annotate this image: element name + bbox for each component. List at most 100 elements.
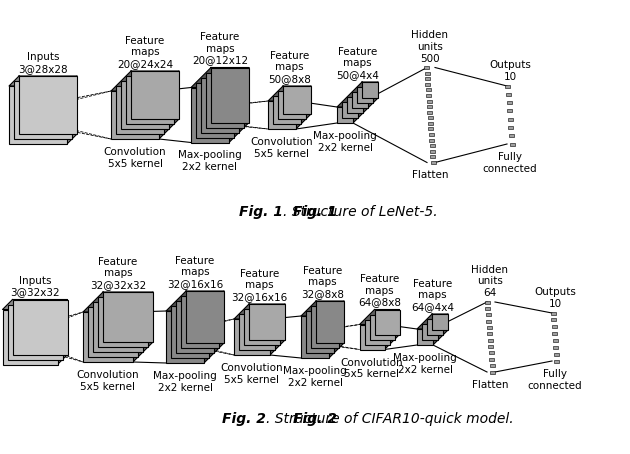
Bar [507,101,512,104]
Bar [551,318,556,321]
Bar [181,296,219,348]
Text: Max-pooling
2x2 kernel: Max-pooling 2x2 kernel [393,353,457,375]
Bar [239,314,275,350]
Bar [30,107,46,123]
Bar [427,99,432,103]
Bar [424,66,429,69]
Bar [553,332,558,335]
Bar [552,325,557,328]
Bar [186,291,224,343]
Bar [553,339,558,342]
Bar [426,89,431,91]
Bar [244,309,280,345]
Bar [111,91,159,139]
Text: Max-pooling
2x2 kernel: Max-pooling 2x2 kernel [283,366,347,388]
Bar [362,82,378,98]
Polygon shape [433,314,448,345]
Bar [19,76,77,134]
Text: Inputs
3@32x32: Inputs 3@32x32 [10,276,60,297]
Bar [180,330,190,344]
Bar [83,312,133,362]
Polygon shape [301,301,344,316]
Bar [357,87,373,103]
Bar [428,122,433,125]
Polygon shape [360,310,399,325]
Polygon shape [353,82,378,123]
Bar [489,358,494,361]
Bar [205,107,215,123]
Bar [316,301,344,343]
Text: Convolution
5x5 kernel: Convolution 5x5 kernel [77,370,139,392]
Bar [311,306,339,348]
Bar [506,93,511,96]
Text: Max-pooling
2x2 kernel: Max-pooling 2x2 kernel [313,131,377,153]
Bar [429,138,434,142]
Text: . Structure of CIFAR10-quick model.: . Structure of CIFAR10-quick model. [266,412,513,426]
Bar [93,302,143,352]
Bar [9,86,67,144]
Bar [487,332,492,336]
Bar [425,83,430,86]
Bar [306,311,334,353]
Polygon shape [9,76,77,86]
Polygon shape [384,310,399,350]
Bar [488,339,493,342]
Bar [98,297,148,347]
Bar [249,304,285,340]
Polygon shape [337,82,378,107]
Polygon shape [329,301,344,358]
Bar [342,102,358,118]
Text: Inputs
3@28x28: Inputs 3@28x28 [18,52,68,74]
Polygon shape [270,304,285,355]
Bar [196,83,234,138]
Text: Fully
connected: Fully connected [483,152,537,173]
Bar [508,126,513,129]
Bar [121,81,169,129]
Polygon shape [191,68,249,88]
Bar [509,134,514,137]
Bar [374,310,399,335]
Bar [365,320,389,345]
Bar [337,107,353,123]
Text: Fig. 1. Structure of LeNet-5.: Fig. 1. Structure of LeNet-5. [219,205,411,219]
Bar [507,109,512,112]
Bar [311,331,319,343]
Text: Feature
maps
20@12x12: Feature maps 20@12x12 [192,32,248,65]
Text: Feature
maps
50@8x8: Feature maps 50@8x8 [268,51,311,84]
Text: Fig. 2. Structure of CIFAR10-quick model.: Fig. 2. Structure of CIFAR10-quick model… [172,412,458,426]
Bar [490,370,495,374]
Bar [426,94,431,97]
Bar [430,155,435,158]
Text: Hidden
units
500: Hidden units 500 [411,30,449,64]
Text: Max-pooling
2x2 kernel: Max-pooling 2x2 kernel [153,371,217,393]
Bar [201,78,239,133]
Bar [553,346,558,349]
Bar [14,81,72,139]
Text: Feature
maps
32@8x8: Feature maps 32@8x8 [301,266,344,299]
Bar [427,111,432,114]
Bar [425,72,430,74]
Polygon shape [166,291,224,311]
Text: Flatten: Flatten [412,171,449,181]
Text: Flatten: Flatten [472,380,508,390]
Bar [508,118,513,121]
Bar [488,345,493,348]
Bar [116,86,164,134]
Text: Convolution
5x5 kernel: Convolution 5x5 kernel [251,137,313,158]
Bar [486,320,491,323]
Polygon shape [83,292,153,312]
Text: Feature
maps
50@4x4: Feature maps 50@4x4 [336,47,379,80]
Text: Outputs
10: Outputs 10 [489,60,531,82]
Bar [432,314,448,330]
Text: Fig. 2: Fig. 2 [222,412,266,426]
Bar [429,133,434,136]
Bar [486,307,491,310]
Bar [431,161,436,164]
Bar [352,92,368,108]
Text: Fig. 1: Fig. 1 [239,205,283,219]
Text: Feature
maps
32@32x32: Feature maps 32@32x32 [90,257,146,290]
Polygon shape [296,86,311,129]
Text: Convolution
5x5 kernel: Convolution 5x5 kernel [220,363,284,385]
Bar [370,315,394,340]
Text: Feature
maps
20@24x24: Feature maps 20@24x24 [117,36,173,69]
